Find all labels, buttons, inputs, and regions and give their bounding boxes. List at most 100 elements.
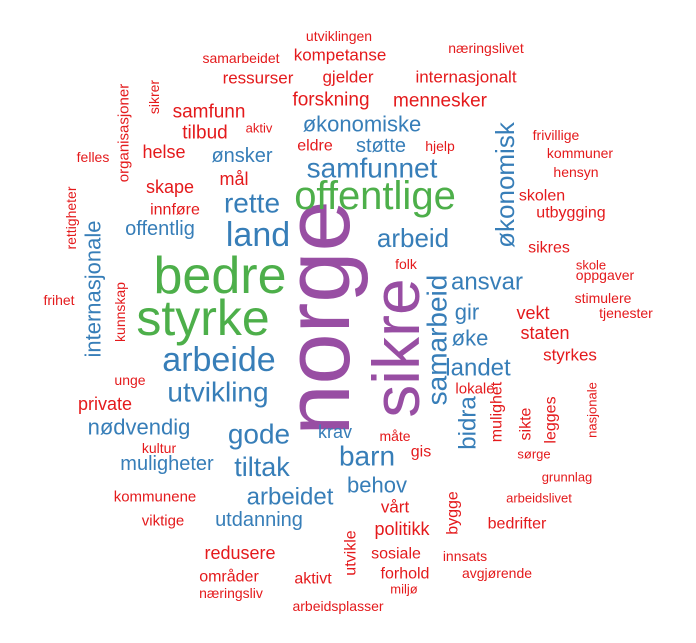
word-skape: skape bbox=[146, 177, 194, 197]
word-oppgaver: oppgaver bbox=[576, 267, 635, 283]
word-sosiale: sosiale bbox=[371, 546, 421, 563]
word-tiltak: tiltak bbox=[234, 452, 290, 482]
word-ansvar: ansvar bbox=[451, 269, 523, 296]
word-politikk: politikk bbox=[374, 519, 430, 539]
word-innføre: innføre bbox=[150, 202, 200, 219]
word-nødvendig: nødvendig bbox=[88, 415, 191, 440]
word-eldre: eldre bbox=[297, 138, 333, 155]
word-aktivt: aktivt bbox=[294, 571, 332, 588]
word-miljø: miljø bbox=[390, 582, 417, 597]
word-muligheter: muligheter bbox=[120, 453, 214, 475]
word-sikre: sikre bbox=[359, 278, 433, 417]
word-offentlige: offentlige bbox=[294, 174, 456, 218]
word-arbeid: arbeid bbox=[377, 223, 449, 253]
word-kultur: kultur bbox=[142, 440, 177, 456]
word-styrkes: styrkes bbox=[543, 346, 597, 365]
word-redusere: redusere bbox=[204, 543, 275, 563]
word-kunnskap: kunnskap bbox=[112, 282, 128, 342]
word-samfunn: samfunn bbox=[173, 102, 246, 123]
word-nasjonale: nasjonale bbox=[585, 382, 600, 438]
word-økonomiske: økonomiske bbox=[303, 112, 422, 137]
word-gis: gis bbox=[411, 444, 431, 461]
word-områder: områder bbox=[199, 568, 259, 586]
word-rettigheter: rettigheter bbox=[63, 186, 79, 249]
word-rette: rette bbox=[224, 188, 280, 219]
word-legges: legges bbox=[543, 396, 560, 443]
word-bedrifter: bedrifter bbox=[488, 516, 547, 533]
word-aktiv: aktiv bbox=[246, 121, 273, 136]
word-mulighet: mulighet bbox=[489, 381, 506, 442]
word-unge: unge bbox=[114, 372, 145, 388]
word-vårt: vårt bbox=[381, 498, 410, 517]
word-innsats: innsats bbox=[443, 548, 487, 564]
word-internasjonale: internasjonale bbox=[81, 221, 106, 358]
word-forskning: forskning bbox=[292, 90, 369, 111]
word-gir: gir bbox=[455, 300, 479, 325]
word-avgjørende: avgjørende bbox=[462, 565, 532, 581]
word-øke: øke bbox=[452, 326, 489, 351]
word-barn: barn bbox=[339, 441, 395, 472]
word-skole: skole bbox=[576, 258, 606, 273]
word-organisasjoner: organisasjoner bbox=[116, 84, 133, 182]
word-behov: behov bbox=[347, 473, 407, 498]
word-land: land bbox=[226, 216, 290, 254]
word-staten: staten bbox=[520, 323, 569, 343]
word-helse: helse bbox=[142, 142, 185, 162]
word-samarbeidet: samarbeidet bbox=[202, 50, 279, 66]
word-tjenester: tjenester bbox=[599, 305, 653, 321]
word-utviklingen: utviklingen bbox=[306, 28, 372, 44]
word-ønsker: ønsker bbox=[211, 145, 272, 167]
word-sørge: sørge bbox=[517, 447, 550, 462]
word-mennesker: mennesker bbox=[393, 91, 488, 112]
word-krav: krav bbox=[318, 422, 352, 442]
word-norge: norge bbox=[267, 200, 369, 435]
word-økonomisk: økonomisk bbox=[490, 121, 520, 248]
word-hjelp: hjelp bbox=[425, 138, 455, 154]
word-folk: folk bbox=[395, 256, 418, 272]
word-offentlig: offentlig bbox=[125, 218, 195, 240]
word-vekt: vekt bbox=[516, 303, 549, 323]
word-utvikling: utvikling bbox=[167, 377, 268, 408]
word-private: private bbox=[78, 394, 132, 414]
word-bygge: bygge bbox=[445, 491, 462, 535]
word-måte: måte bbox=[379, 428, 410, 444]
word-sikte: sikte bbox=[518, 407, 535, 440]
word-internasjonalt: internasjonalt bbox=[415, 68, 516, 87]
word-sikres: sikres bbox=[528, 240, 570, 257]
word-viktige: viktige bbox=[142, 513, 185, 530]
word-arbeidet: arbeidet bbox=[247, 484, 334, 511]
word-styrke: styrke bbox=[136, 290, 269, 346]
word-kommuner: kommuner bbox=[547, 145, 613, 161]
word-utvikle: utvikle bbox=[343, 530, 360, 575]
word-bedre: bedre bbox=[154, 247, 287, 305]
word-samarbeid: samarbeid bbox=[422, 275, 453, 406]
word-utdanning: utdanning bbox=[215, 509, 303, 531]
word-frivillige: frivillige bbox=[533, 127, 580, 143]
word-landet: landet bbox=[445, 355, 511, 382]
word-næringslivet: næringslivet bbox=[448, 40, 524, 56]
word-næringsliv: næringsliv bbox=[199, 585, 263, 601]
word-gode: gode bbox=[228, 419, 290, 450]
word-hensyn: hensyn bbox=[553, 164, 598, 180]
word-grunnlag: grunnlag bbox=[542, 470, 593, 485]
word-forhold: forhold bbox=[381, 566, 430, 583]
word-sikrer: sikrer bbox=[146, 80, 162, 115]
word-lokale: lokale bbox=[455, 381, 494, 398]
word-kompetanse: kompetanse bbox=[294, 46, 387, 65]
word-arbeide: arbeide bbox=[162, 341, 275, 379]
word-skolen: skolen bbox=[519, 188, 565, 205]
word-tilbud: tilbud bbox=[182, 123, 227, 144]
word-støtte: støtte bbox=[356, 135, 406, 157]
word-kommunene: kommunene bbox=[114, 489, 197, 506]
word-bidra: bidra bbox=[455, 396, 482, 450]
word-utbygging: utbygging bbox=[536, 205, 605, 222]
word-arbeidsplasser: arbeidsplasser bbox=[292, 598, 383, 614]
word-stimulere: stimulere bbox=[575, 290, 632, 306]
word-mål: mål bbox=[219, 169, 248, 189]
word-gjelder: gjelder bbox=[322, 68, 373, 87]
word-arbeidslivet: arbeidslivet bbox=[506, 491, 572, 506]
word-ressurser: ressurser bbox=[223, 69, 294, 88]
word-felles: felles bbox=[77, 149, 110, 165]
